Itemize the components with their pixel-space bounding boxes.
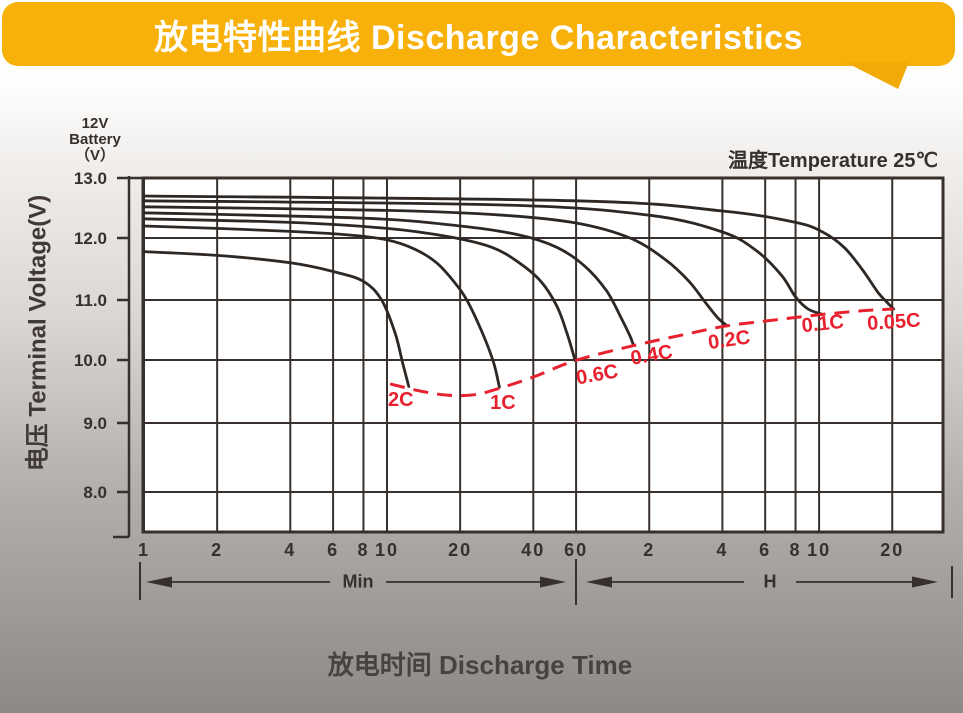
curve-0.05C bbox=[142, 194, 895, 311]
y-tick-label: 12.0 bbox=[74, 229, 107, 248]
title-banner: 放电特性曲线 Discharge Characteristics bbox=[2, 2, 955, 66]
y-tick-label: 13.0 bbox=[74, 169, 107, 188]
cutoff-line bbox=[389, 307, 894, 398]
x-tick-label: 4 bbox=[716, 540, 728, 560]
x-tick-label: 20 bbox=[448, 540, 472, 560]
battery-type-line3: （V） bbox=[74, 147, 115, 164]
x-tick-label: 10 bbox=[375, 540, 399, 560]
x-tick-label: 8 bbox=[790, 540, 802, 560]
curve-label-1C: 1C bbox=[490, 392, 516, 414]
x-tick-label: 6 bbox=[759, 540, 771, 560]
min-arrow-right-head bbox=[540, 576, 566, 588]
curve-label-2C: 2C bbox=[388, 389, 414, 411]
x-tick-label: 8 bbox=[357, 540, 369, 560]
y-tick-label: 10.0 bbox=[74, 351, 107, 370]
y-axis-title: 电压 Terminal Voltage(V) bbox=[24, 194, 52, 472]
curve-0.2C bbox=[142, 205, 729, 328]
x-tick-label: 2 bbox=[643, 540, 655, 560]
battery-type-line1: 12V bbox=[81, 115, 109, 132]
x-tick-label: 6 bbox=[327, 540, 339, 560]
x-tick-label: 2 bbox=[211, 540, 223, 560]
curve-0.1C bbox=[142, 199, 824, 316]
plot-border bbox=[141, 176, 945, 534]
curve-1C bbox=[142, 224, 501, 389]
curve-0.6C bbox=[142, 217, 577, 362]
temperature-label: 温度Temperature 25℃ bbox=[728, 150, 938, 172]
curve-0.4C bbox=[142, 211, 635, 347]
battery-type-line2: Battery bbox=[69, 131, 121, 148]
y-tick-label: 11.0 bbox=[75, 291, 107, 310]
x-tick-label: 1 bbox=[138, 540, 150, 560]
x-axis-title: 放电时间 Discharge Time bbox=[327, 650, 633, 680]
h-arrow-left-head bbox=[586, 576, 612, 588]
hours-range-label: H bbox=[763, 571, 777, 592]
min-arrow-left-head bbox=[146, 576, 172, 588]
x-tick-label: 60 bbox=[564, 540, 588, 560]
x-tick-label: 10 bbox=[807, 540, 831, 560]
y-tick-label: 9.0 bbox=[83, 414, 107, 433]
x-tick-label: 20 bbox=[880, 540, 904, 560]
battery-type-label: 12V Battery （V） bbox=[69, 116, 121, 164]
curve-2C bbox=[142, 250, 411, 388]
y-tick-label: 8.0 bbox=[83, 483, 107, 502]
minutes-range-label: Min bbox=[342, 571, 374, 592]
curve-label-0.1C: 0.1C bbox=[801, 311, 845, 337]
x-tick-label: 40 bbox=[521, 540, 545, 560]
x-tick-label: 4 bbox=[284, 540, 296, 560]
curve-label-0.05C: 0.05C bbox=[866, 309, 921, 335]
h-arrow-right-head bbox=[912, 576, 938, 588]
y-axis-bracket bbox=[113, 176, 143, 539]
page-title: 放电特性曲线 Discharge Characteristics bbox=[154, 18, 803, 57]
